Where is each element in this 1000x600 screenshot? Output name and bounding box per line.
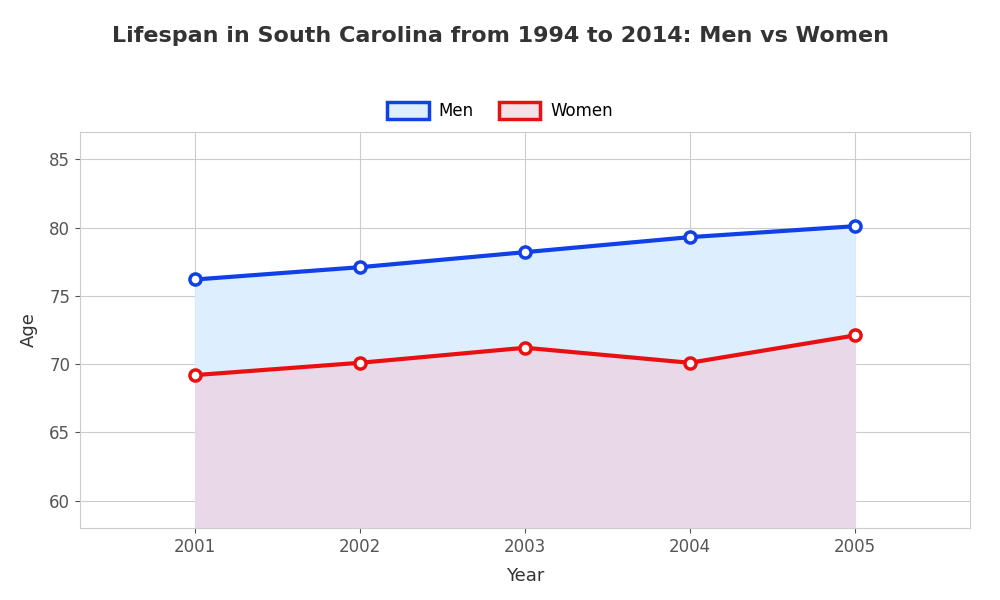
Text: Lifespan in South Carolina from 1994 to 2014: Men vs Women: Lifespan in South Carolina from 1994 to …: [112, 26, 889, 46]
X-axis label: Year: Year: [506, 567, 544, 585]
Legend: Men, Women: Men, Women: [380, 95, 620, 127]
Y-axis label: Age: Age: [20, 313, 38, 347]
